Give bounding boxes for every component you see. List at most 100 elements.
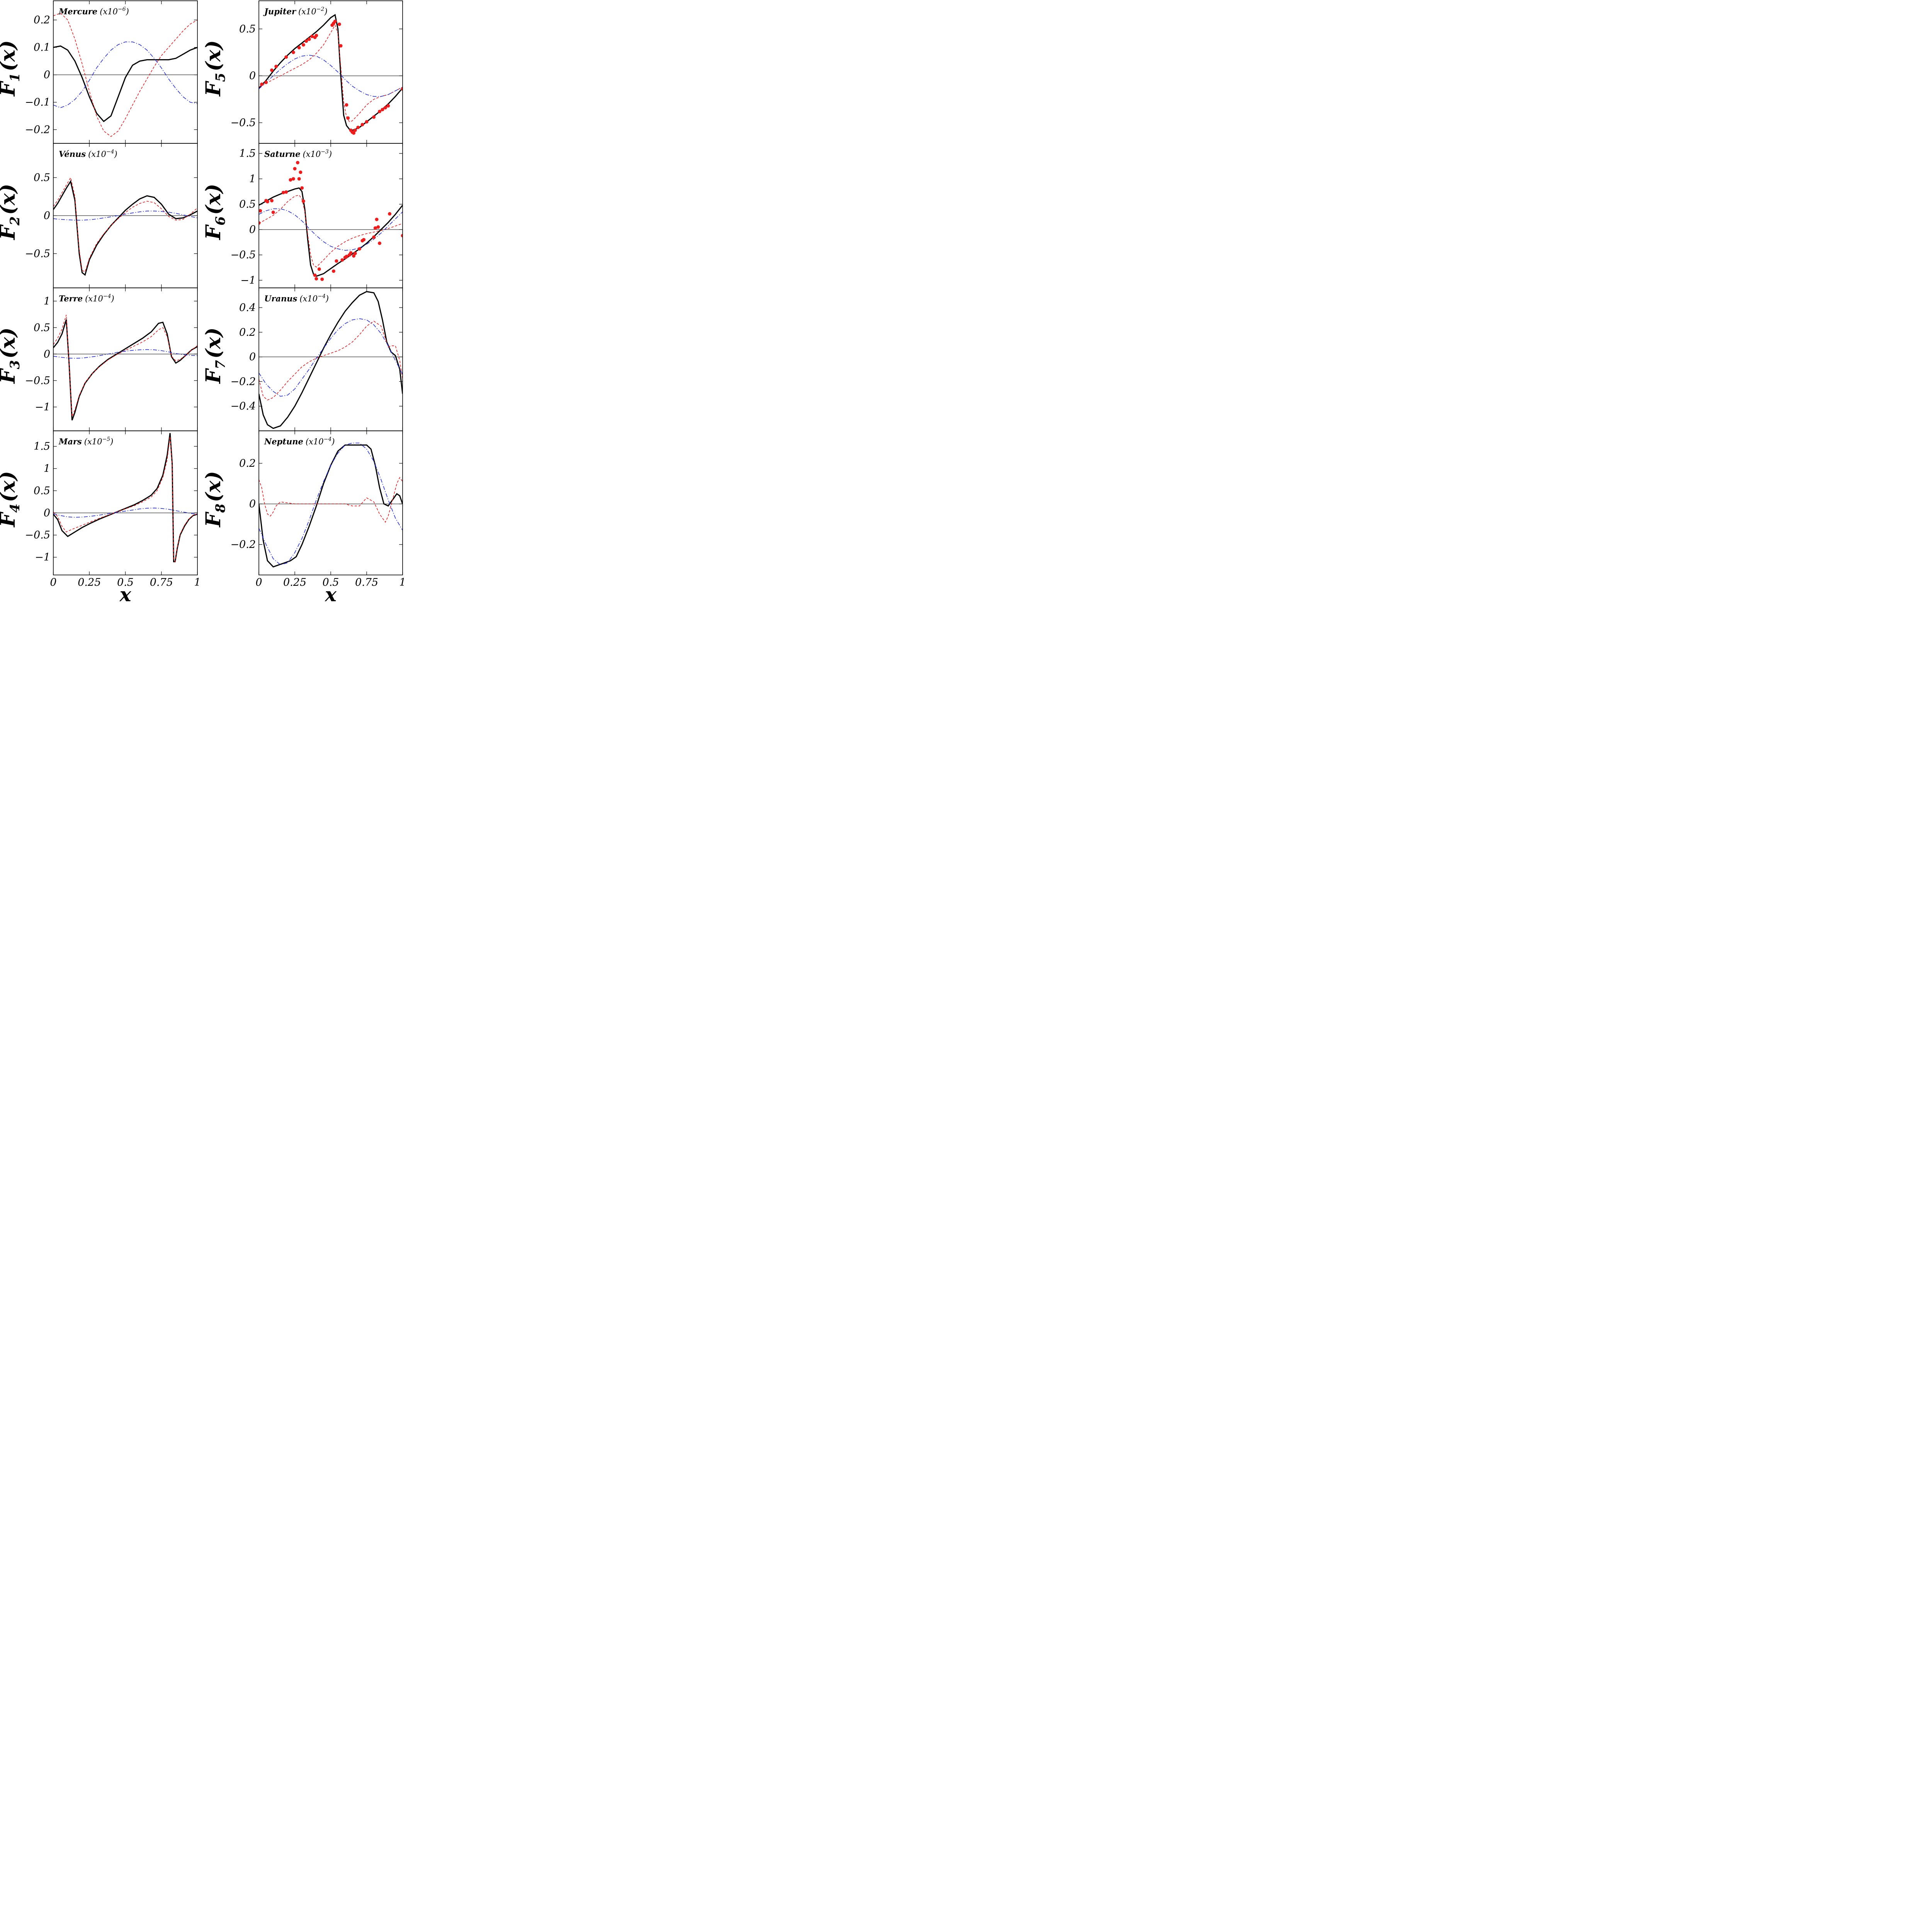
data-point bbox=[345, 103, 348, 107]
data-point bbox=[291, 177, 295, 181]
y-tick-label: 0 bbox=[249, 498, 256, 510]
y-tick-label: 0.2 bbox=[34, 14, 50, 26]
data-point bbox=[357, 247, 361, 251]
series-solid-line bbox=[259, 14, 403, 131]
figure-canvas: 0.2 0.1 0 −0.1 −0.2 Mercure(x10−6) F1(x) 0.5 0 −0… bbox=[0, 0, 406, 604]
data-point bbox=[401, 234, 403, 238]
y-tick-label: 0.1 bbox=[34, 42, 50, 54]
panel-3: 1.5 1 0.5 0 −0.5 −1 0 0.25 0.5 0.75 1 Mars(x10−5) F4… bbox=[0, 430, 201, 604]
data-point bbox=[296, 161, 299, 165]
data-point bbox=[310, 34, 314, 38]
series-dash-line bbox=[53, 177, 197, 272]
data-point bbox=[301, 43, 305, 47]
y-tick-label: −1 bbox=[35, 551, 50, 563]
panel-4: 0.5 0 −0.5 Jupiter (x10−2) F5(x) bbox=[202, 0, 403, 144]
x-tick-label: 0 bbox=[255, 577, 262, 588]
data-point bbox=[373, 226, 377, 230]
x-tick-label: 1 bbox=[399, 577, 406, 588]
y-tick-label: −0.4 bbox=[230, 400, 256, 412]
data-point bbox=[317, 267, 321, 271]
data-point bbox=[372, 235, 376, 239]
series-dash-line bbox=[259, 321, 403, 401]
series-dash-line bbox=[259, 24, 403, 122]
plot-frame bbox=[53, 287, 198, 431]
panel-2: 1 0.5 0 −0.5 −1 Terre(x10−4) F3(x) bbox=[0, 287, 198, 431]
y-tick-label: −0.1 bbox=[25, 97, 50, 109]
series-dash-line bbox=[259, 194, 403, 268]
data-point bbox=[365, 120, 369, 124]
series-dashdot-line bbox=[53, 41, 197, 108]
panel-7: 0.2 0 −0.2 0 0.25 0.5 0.75 1 Neptune (x10−4) F8(x)… bbox=[202, 430, 406, 604]
y-tick-label: 0 bbox=[249, 70, 256, 82]
data-point bbox=[314, 34, 318, 37]
data-point bbox=[356, 126, 360, 129]
series-solid-line bbox=[259, 291, 403, 429]
x-axis-label: x bbox=[325, 583, 337, 604]
panel-title: Vénus (x10−4) bbox=[59, 149, 117, 159]
y-tick-label: −0.5 bbox=[25, 248, 50, 260]
series-dashdot-line bbox=[53, 507, 197, 518]
y-tick-label: −0.5 bbox=[230, 249, 256, 261]
data-point bbox=[333, 19, 337, 23]
y-tick-label: 0.5 bbox=[34, 485, 50, 497]
data-point bbox=[293, 167, 297, 171]
data-point bbox=[381, 108, 384, 112]
data-point bbox=[304, 39, 308, 43]
y-tick-label: 0.5 bbox=[239, 23, 256, 35]
series-dashdot-line bbox=[259, 318, 403, 397]
y-tick-label: −1 bbox=[35, 401, 50, 413]
series-dash-line bbox=[53, 315, 197, 417]
data-point bbox=[300, 186, 304, 190]
series-solid-line bbox=[53, 433, 197, 563]
y-tick-label: 1 bbox=[249, 173, 256, 185]
data-point bbox=[340, 258, 344, 262]
y-tick-label: 1.5 bbox=[239, 148, 256, 160]
y-axis-label: F2(x) bbox=[0, 184, 23, 241]
y-tick-label: 0 bbox=[44, 507, 50, 519]
series-dashdot-line bbox=[53, 349, 197, 359]
y-tick-label: −0.2 bbox=[230, 539, 256, 551]
panel-1: 0.5 0 −0.5 Vénus(x10−4) F2(x) bbox=[0, 143, 198, 288]
data-point bbox=[297, 177, 301, 181]
data-point bbox=[388, 212, 392, 216]
y-tick-label: 0.2 bbox=[239, 327, 256, 338]
series-dash-line bbox=[53, 436, 197, 563]
data-point bbox=[386, 104, 390, 108]
y-tick-label: 0.4 bbox=[239, 302, 256, 314]
panel-title: Jupiter (x10−2) bbox=[263, 6, 328, 16]
data-point bbox=[289, 178, 292, 182]
data-point bbox=[377, 109, 381, 113]
data-point bbox=[291, 51, 295, 54]
y-tick-label: −0.5 bbox=[230, 117, 256, 129]
x-tick-label: 0.25 bbox=[78, 577, 101, 588]
plot-frame bbox=[53, 0, 198, 144]
panel-title: Mars (x10−5) bbox=[58, 436, 113, 446]
data-point bbox=[301, 199, 305, 203]
x-axis-label: x bbox=[119, 583, 132, 604]
y-tick-label: 0 bbox=[44, 210, 50, 222]
y-tick-label: 0.5 bbox=[239, 198, 256, 210]
panel-title: Neptune (x10−4) bbox=[264, 436, 335, 446]
data-point bbox=[383, 106, 387, 110]
y-tick-label: 0.2 bbox=[239, 457, 256, 469]
data-point bbox=[335, 259, 338, 263]
panel-title: Terre (x10−4) bbox=[59, 293, 114, 303]
data-point bbox=[362, 238, 366, 242]
y-tick-label: 0 bbox=[249, 351, 256, 363]
data-point bbox=[284, 55, 288, 59]
panel-title: Mercure (x10−6) bbox=[58, 6, 129, 16]
panel-5: 1.5 1 0.5 0 −0.5 −1 Saturne (x10−3) F6(x) bbox=[202, 143, 403, 288]
x-tick-label: 0.5 bbox=[323, 577, 339, 588]
series-solid-line bbox=[53, 319, 197, 421]
plot-frame bbox=[53, 430, 198, 575]
data-point bbox=[260, 82, 264, 86]
data-point bbox=[353, 128, 357, 132]
series-solid-line bbox=[53, 180, 197, 276]
data-point bbox=[281, 190, 285, 194]
series-dashdot-line bbox=[259, 54, 403, 97]
x-tick-label: 0.75 bbox=[355, 577, 378, 588]
x-tick-label: 0.75 bbox=[150, 577, 173, 588]
series-solid-line bbox=[53, 45, 197, 122]
y-tick-label: 0 bbox=[44, 348, 50, 360]
panel-title: Saturne (x10−3) bbox=[264, 149, 332, 159]
